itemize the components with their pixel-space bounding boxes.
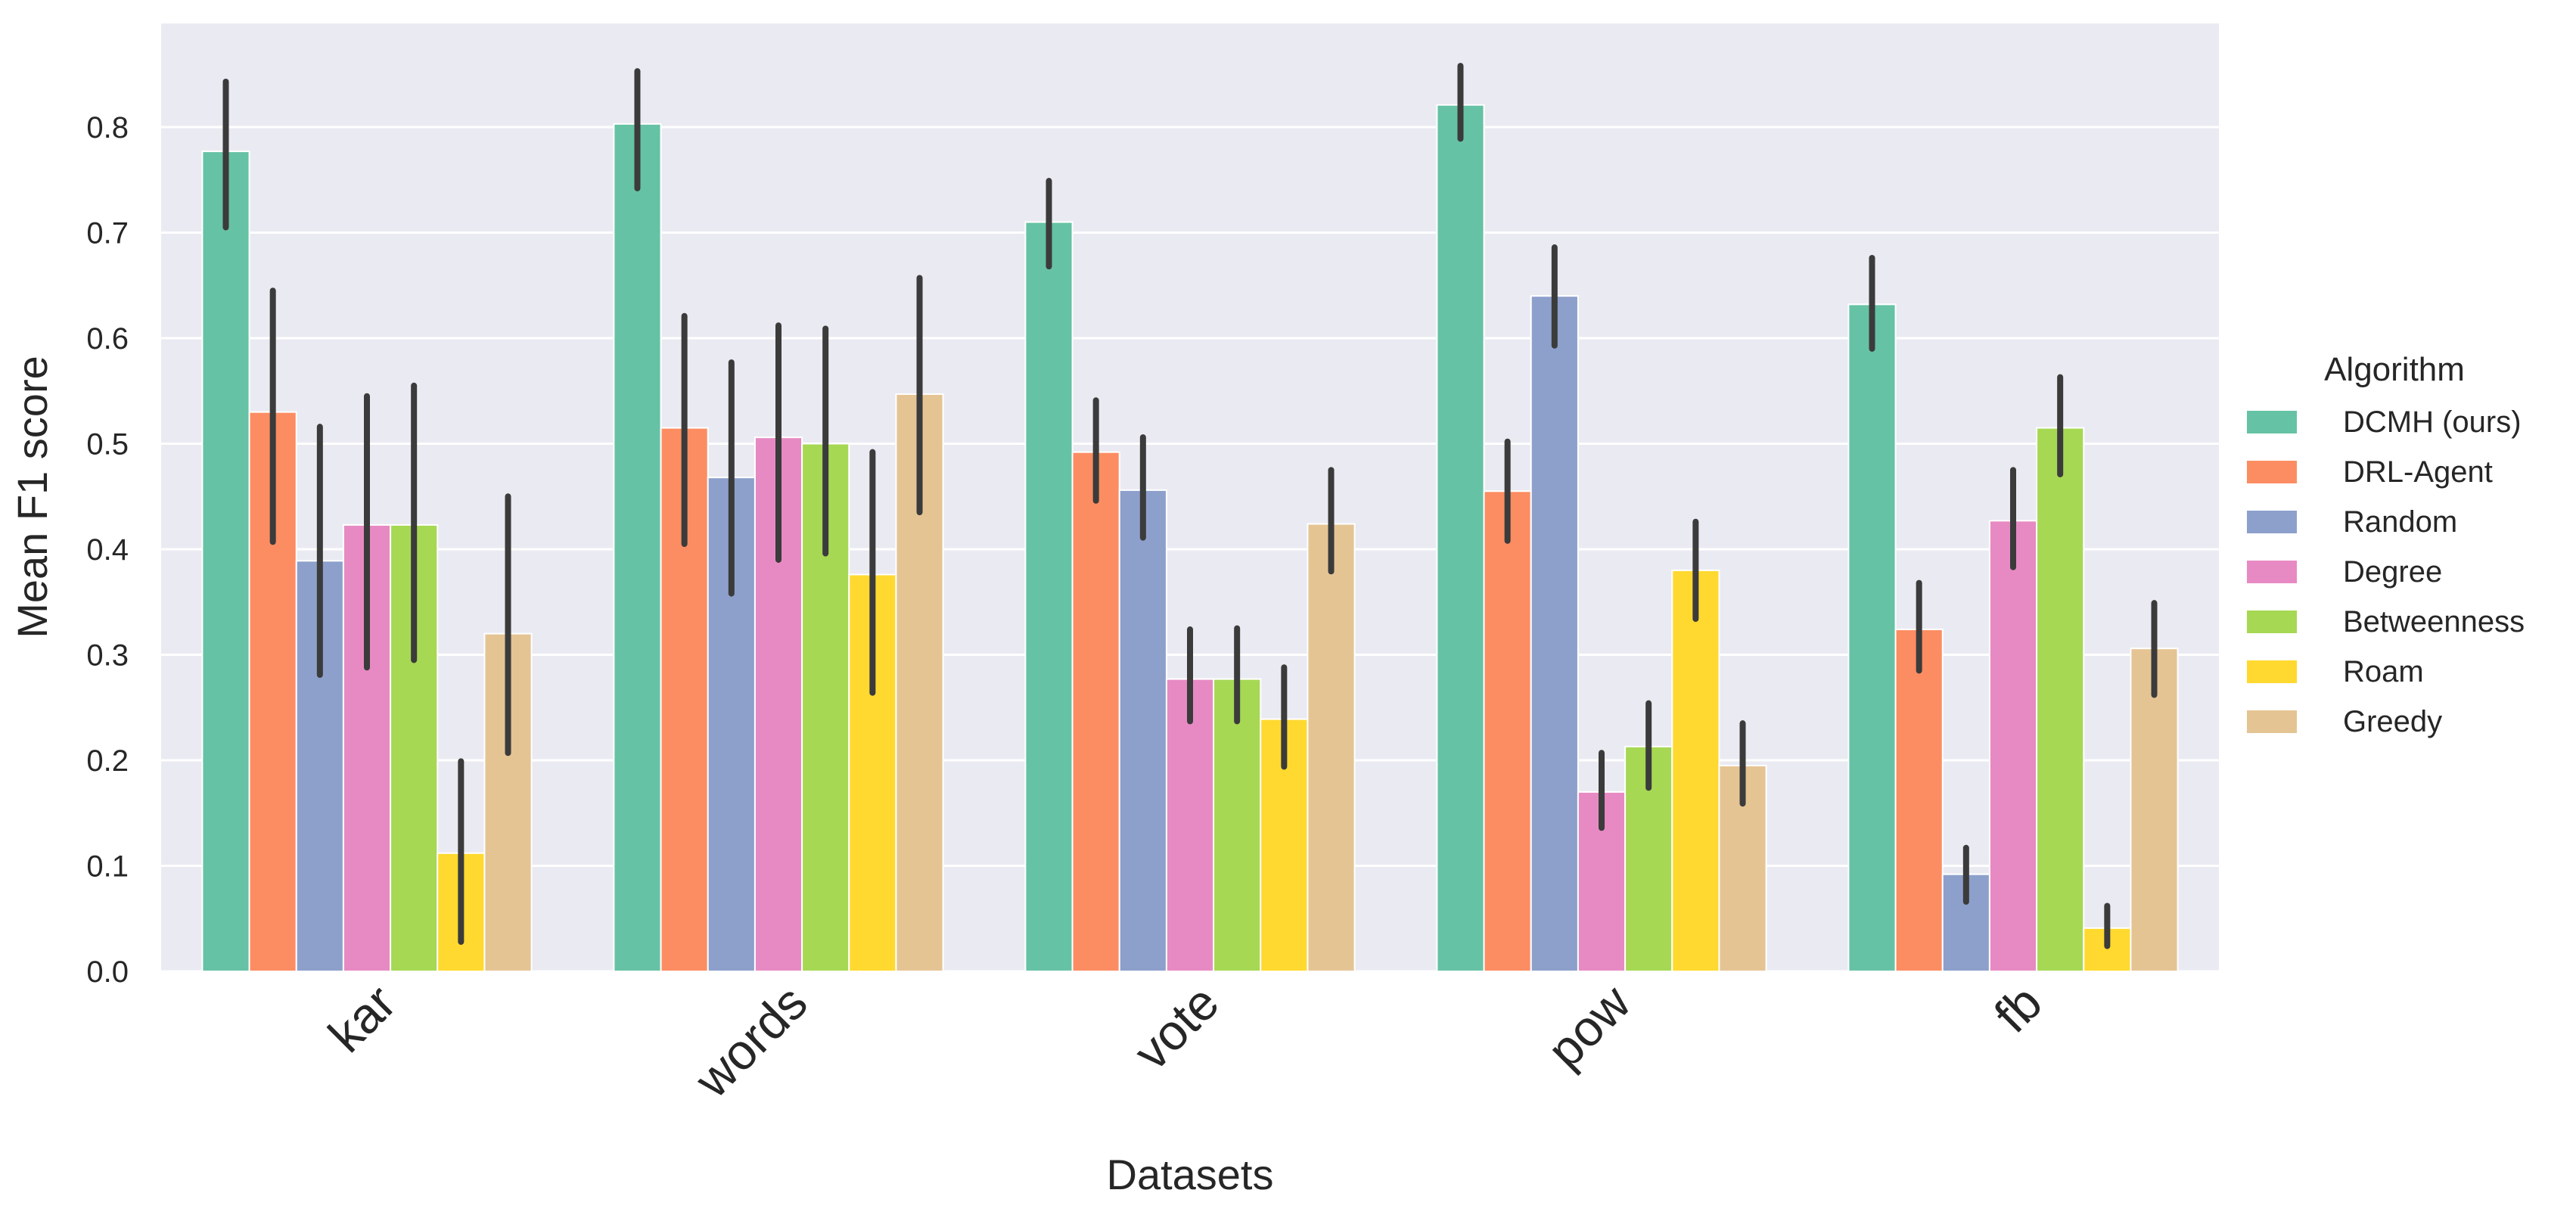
legend-label: Roam — [2343, 655, 2424, 688]
legend-label: DRL-Agent — [2343, 455, 2493, 489]
legend-swatch — [2247, 411, 2297, 433]
y-tick-label: 0.0 — [86, 955, 129, 989]
legend-label: Degree — [2343, 555, 2442, 589]
legend-label: DCMH (ours) — [2343, 405, 2522, 439]
bar — [1118, 489, 1167, 972]
y-tick-labels: 0.0 0.1 0.2 0.3 0.4 0.5 0.6 0.7 0.8 — [86, 111, 129, 989]
y-axis-label: Mean F1 score — [8, 356, 56, 638]
error-bars-group — [222, 63, 2158, 949]
bar — [895, 393, 944, 972]
legend-swatch — [2247, 461, 2297, 483]
bar — [613, 123, 662, 973]
legend-label: Greedy — [2343, 705, 2442, 738]
legend-swatch — [2247, 610, 2297, 633]
bar — [201, 151, 250, 973]
y-tick-label: 0.7 — [86, 217, 129, 250]
bar — [1024, 221, 1074, 972]
bar — [1165, 678, 1215, 973]
x-tick-labels: kar words vote pow fb — [318, 974, 2052, 1108]
legend-swatch — [2247, 660, 2297, 683]
y-tick-label: 0.3 — [86, 639, 129, 673]
legend: Algorithm DCMH (ours) DRL-Agent Random Degr… — [2247, 351, 2525, 738]
y-tick-label: 0.1 — [86, 850, 129, 884]
bar — [1894, 629, 1944, 973]
y-tick-label: 0.5 — [86, 428, 129, 461]
x-tick-label: kar — [318, 974, 406, 1063]
legend-label: Random — [2343, 505, 2457, 539]
x-tick-label: pow — [1537, 974, 1641, 1078]
legend-swatch — [2247, 710, 2297, 733]
bar — [1847, 303, 1897, 972]
x-axis-label: Datasets — [1107, 1151, 1274, 1198]
bar — [2036, 427, 2085, 972]
y-tick-label: 0.2 — [86, 744, 129, 778]
legend-items: DCMH (ours) DRL-Agent Random Degree Betweenn… — [2247, 405, 2525, 738]
bars-group — [201, 104, 2179, 973]
legend-swatch — [2247, 511, 2297, 533]
legend-swatch — [2247, 561, 2297, 583]
legend-title: Algorithm — [2324, 351, 2465, 388]
y-tick-label: 0.4 — [86, 533, 129, 567]
x-tick-label: words — [683, 974, 818, 1109]
bar — [1988, 520, 2038, 972]
bar — [1436, 104, 1485, 973]
x-tick-label: vote — [1123, 974, 1229, 1081]
bar — [2083, 927, 2132, 973]
bar — [1671, 569, 1720, 972]
y-tick-label: 0.6 — [86, 322, 129, 356]
bar — [1071, 451, 1120, 972]
y-tick-label: 0.8 — [86, 111, 129, 144]
bar — [390, 524, 439, 972]
bar — [1483, 490, 1532, 972]
legend-label: Betweenness — [2343, 605, 2525, 638]
bar — [1307, 523, 1356, 972]
bar — [1530, 295, 1579, 972]
x-tick-label: fb — [1984, 974, 2052, 1043]
